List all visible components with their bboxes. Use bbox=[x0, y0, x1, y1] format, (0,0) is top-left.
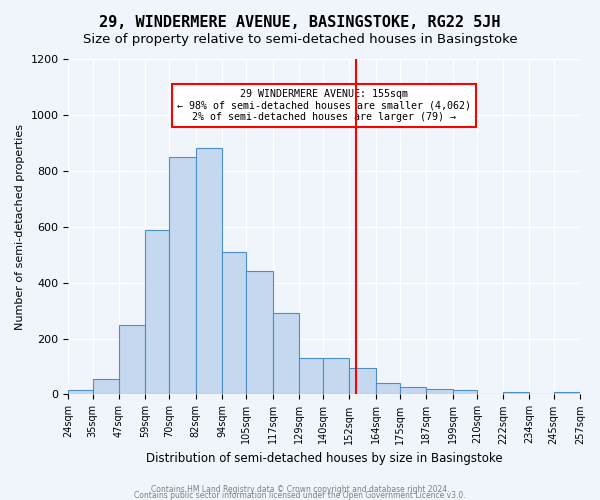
Bar bbox=[92, 379, 119, 394]
Bar bbox=[376, 384, 400, 394]
Bar bbox=[503, 392, 529, 394]
Bar bbox=[400, 388, 427, 394]
Bar bbox=[119, 324, 145, 394]
Y-axis label: Number of semi-detached properties: Number of semi-detached properties bbox=[15, 124, 25, 330]
Text: 29, WINDERMERE AVENUE, BASINGSTOKE, RG22 5JH: 29, WINDERMERE AVENUE, BASINGSTOKE, RG22… bbox=[99, 15, 501, 30]
Bar bbox=[222, 252, 246, 394]
Bar bbox=[349, 368, 376, 394]
Text: Contains public sector information licensed under the Open Government Licence v3: Contains public sector information licen… bbox=[134, 491, 466, 500]
Bar bbox=[554, 392, 580, 394]
Bar bbox=[68, 390, 92, 394]
Bar bbox=[272, 314, 299, 394]
Bar bbox=[145, 230, 169, 394]
Bar bbox=[246, 272, 272, 394]
Bar bbox=[169, 157, 196, 394]
Text: Contains HM Land Registry data © Crown copyright and database right 2024.: Contains HM Land Registry data © Crown c… bbox=[151, 485, 449, 494]
Text: Size of property relative to semi-detached houses in Basingstoke: Size of property relative to semi-detach… bbox=[83, 32, 517, 46]
Bar bbox=[427, 389, 452, 394]
Bar bbox=[452, 390, 477, 394]
Bar bbox=[323, 358, 349, 395]
X-axis label: Distribution of semi-detached houses by size in Basingstoke: Distribution of semi-detached houses by … bbox=[146, 452, 503, 465]
Bar bbox=[196, 148, 222, 394]
Text: 29 WINDERMERE AVENUE: 155sqm
← 98% of semi-detached houses are smaller (4,062)
2: 29 WINDERMERE AVENUE: 155sqm ← 98% of se… bbox=[177, 89, 471, 122]
Bar bbox=[299, 358, 323, 395]
